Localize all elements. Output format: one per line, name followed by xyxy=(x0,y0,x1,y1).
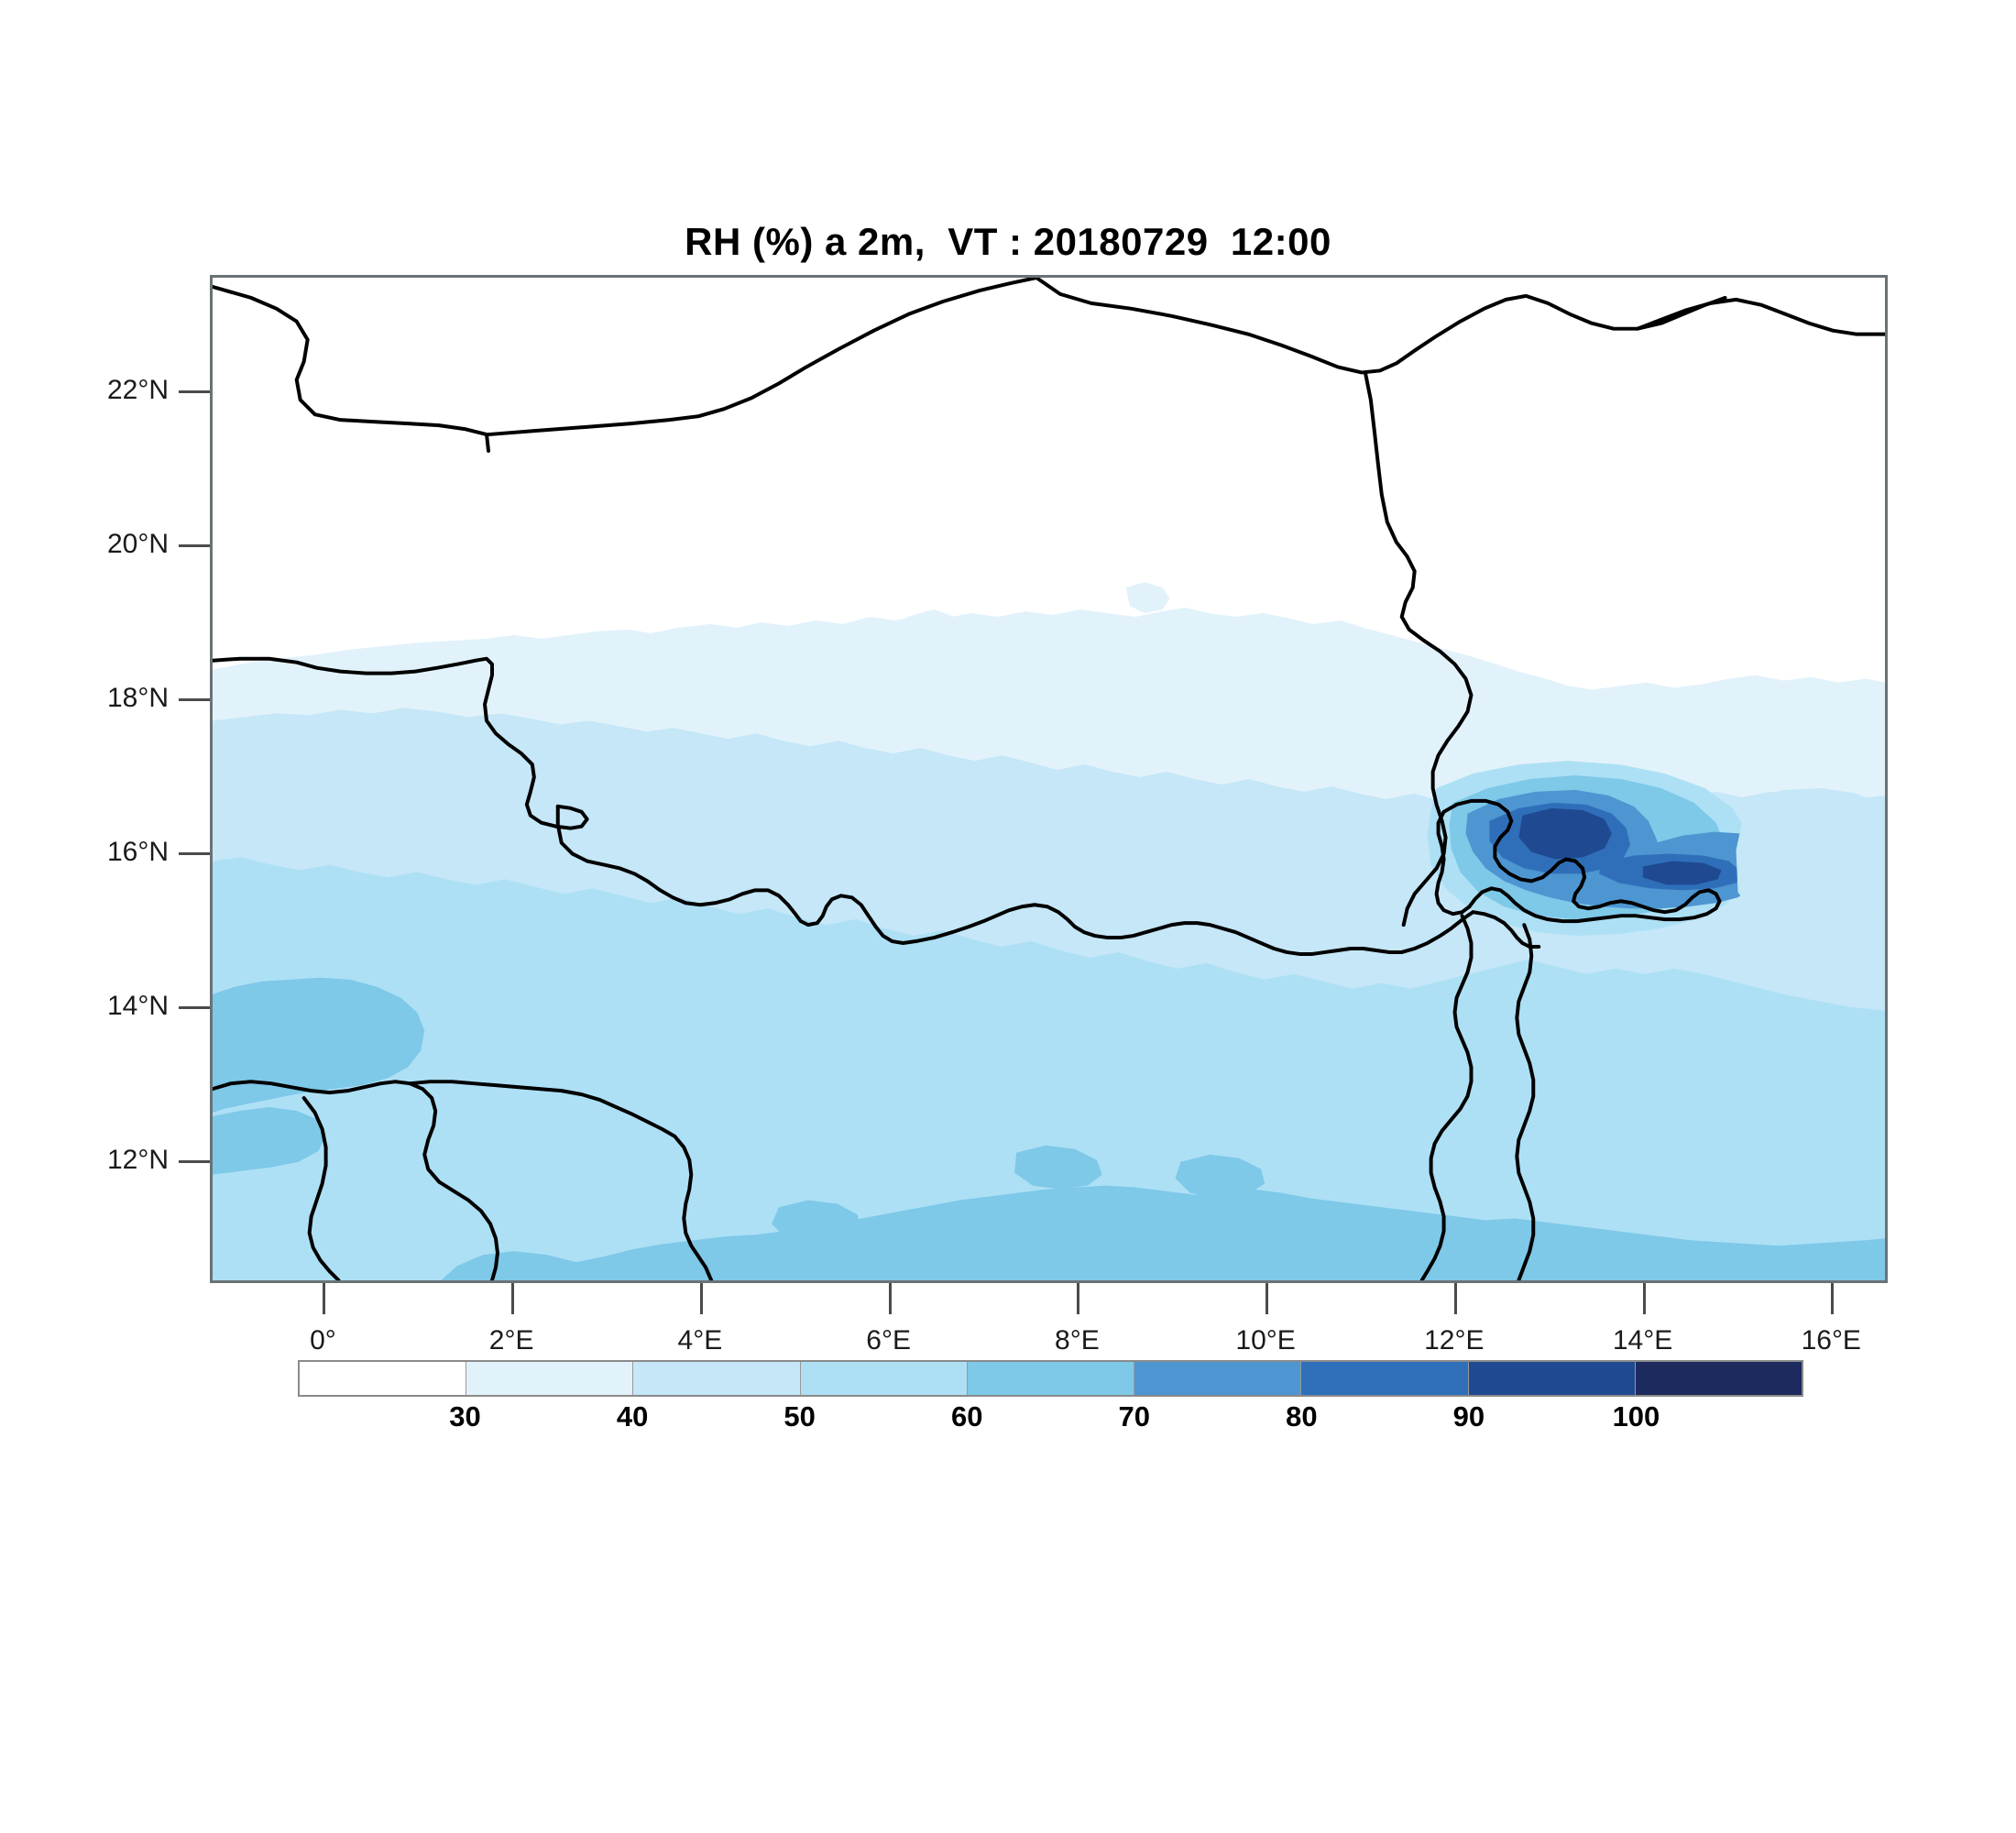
latitude-tick-mark xyxy=(179,1005,210,1009)
border-burkina-north xyxy=(555,804,918,946)
colorbar-tick-label-80: 80 xyxy=(1286,1400,1318,1432)
longitude-tick-label-7: 14°E xyxy=(1612,1325,1673,1356)
border-west-mali-niger xyxy=(213,656,589,830)
rh-patch-south-4 xyxy=(846,1227,960,1272)
longitude-tick-mark xyxy=(511,1283,515,1314)
latitude-tick-mark xyxy=(179,1159,210,1163)
colorbar-tick-label-40: 40 xyxy=(616,1400,649,1432)
colorbar-segment-0[interactable] xyxy=(300,1362,466,1395)
page-title: RH (%) a 2m, VT : 20180729 12:00 xyxy=(685,220,1331,263)
rh-patch-south-2 xyxy=(1175,1154,1265,1199)
rh-patch-north-1 xyxy=(1125,582,1170,613)
rh-patch-north-2 xyxy=(796,627,852,653)
latitude-tick-mark xyxy=(179,697,210,701)
border-niger-chad xyxy=(1363,370,1474,927)
longitude-tick-label-0: 0° xyxy=(310,1325,336,1356)
longitude-tick-mark xyxy=(699,1283,703,1314)
rh-chad-outer-wash xyxy=(1736,787,1885,931)
colorbar-segment-7[interactable] xyxy=(1467,1362,1635,1395)
latitude-tick-label-0: 22°N xyxy=(106,374,169,405)
lake-chad-outline xyxy=(1434,798,1722,924)
rh-patch-south-3 xyxy=(771,1200,861,1245)
border-northwest xyxy=(213,284,491,453)
colorbar-segment-5[interactable] xyxy=(1134,1362,1301,1395)
border-nigeria-chad-link xyxy=(1471,910,1541,949)
colorbar-tick-label-50: 50 xyxy=(783,1400,816,1432)
colorbar-tick-label-60: 60 xyxy=(950,1400,983,1432)
colorbar-segment-1[interactable] xyxy=(466,1362,633,1395)
border-southwest-3 xyxy=(301,1096,341,1280)
longitude-tick-label-5: 10°E xyxy=(1235,1325,1296,1356)
colorbar-tick-label-70: 70 xyxy=(1118,1400,1151,1432)
latitude-tick-label-3: 16°N xyxy=(106,836,169,867)
rh-patch-north-3 xyxy=(906,609,959,639)
latitude-tick-label-2: 18°N xyxy=(106,682,169,713)
colorbar-segment-6[interactable] xyxy=(1300,1362,1468,1395)
country-borders-group xyxy=(213,278,1885,1280)
border-chad-cameroon-east xyxy=(1515,923,1536,1280)
longitude-tick-label-2: 4°E xyxy=(677,1325,723,1356)
longitude-tick-mark xyxy=(888,1283,892,1314)
colorbar-segment-2[interactable] xyxy=(632,1362,800,1395)
border-northeast-stub xyxy=(1635,297,1885,336)
border-niger-nigeria xyxy=(914,903,1475,956)
colorbar-tick-label-30: 30 xyxy=(449,1400,481,1432)
latitude-tick-label-1: 20°N xyxy=(106,528,169,559)
longitude-tick-mark xyxy=(1265,1283,1269,1314)
latitude-tick-label-5: 12°N xyxy=(106,1144,169,1175)
longitude-tick-label-3: 6°E xyxy=(866,1325,911,1356)
longitude-tick-mark xyxy=(1642,1283,1646,1314)
longitude-tick-label-6: 12°E xyxy=(1424,1325,1485,1356)
longitude-tick-label-8: 16°E xyxy=(1801,1325,1861,1356)
colorbar-segment-8[interactable] xyxy=(1634,1362,1802,1395)
border-cameroon-chad xyxy=(1419,914,1474,1280)
colorbar-tick-label-100: 100 xyxy=(1612,1400,1660,1432)
rh-chad-max-90 xyxy=(1518,807,1612,860)
longitude-tick-mark xyxy=(1453,1283,1457,1314)
rh-patch-south-1 xyxy=(1014,1145,1102,1190)
rh-band-60-70-south xyxy=(441,1185,1885,1280)
latitude-tick-mark xyxy=(179,851,210,855)
colorbar-tick-label-90: 90 xyxy=(1452,1400,1485,1432)
border-algeria-niger xyxy=(487,278,1039,437)
longitude-tick-label-4: 8°E xyxy=(1055,1325,1100,1356)
border-libya-niger xyxy=(1035,278,1727,375)
colorbar-segment-3[interactable] xyxy=(799,1362,967,1395)
rh-band-60-70-sw-lobe xyxy=(213,1107,326,1175)
longitude-tick-mark xyxy=(323,1283,326,1314)
longitude-tick-mark xyxy=(1077,1283,1080,1314)
rh-chad-max-90b xyxy=(1642,861,1722,885)
colorbar[interactable] xyxy=(298,1360,1803,1397)
rh-band-60-70-southwest xyxy=(213,977,425,1114)
colorbar-segment-4[interactable] xyxy=(966,1362,1134,1395)
latitude-tick-mark xyxy=(179,390,210,393)
longitude-tick-mark xyxy=(1831,1283,1835,1314)
border-southwest-2 xyxy=(408,1080,714,1280)
longitude-tick-label-1: 2°E xyxy=(488,1325,534,1356)
rh-band-50-60 xyxy=(213,857,1885,1280)
latitude-tick-mark xyxy=(179,543,210,547)
latitude-tick-label-4: 14°N xyxy=(106,990,169,1021)
map-plot-area xyxy=(210,275,1888,1283)
map-field-svg xyxy=(213,278,1885,1280)
border-southwest-1 xyxy=(213,1080,499,1280)
